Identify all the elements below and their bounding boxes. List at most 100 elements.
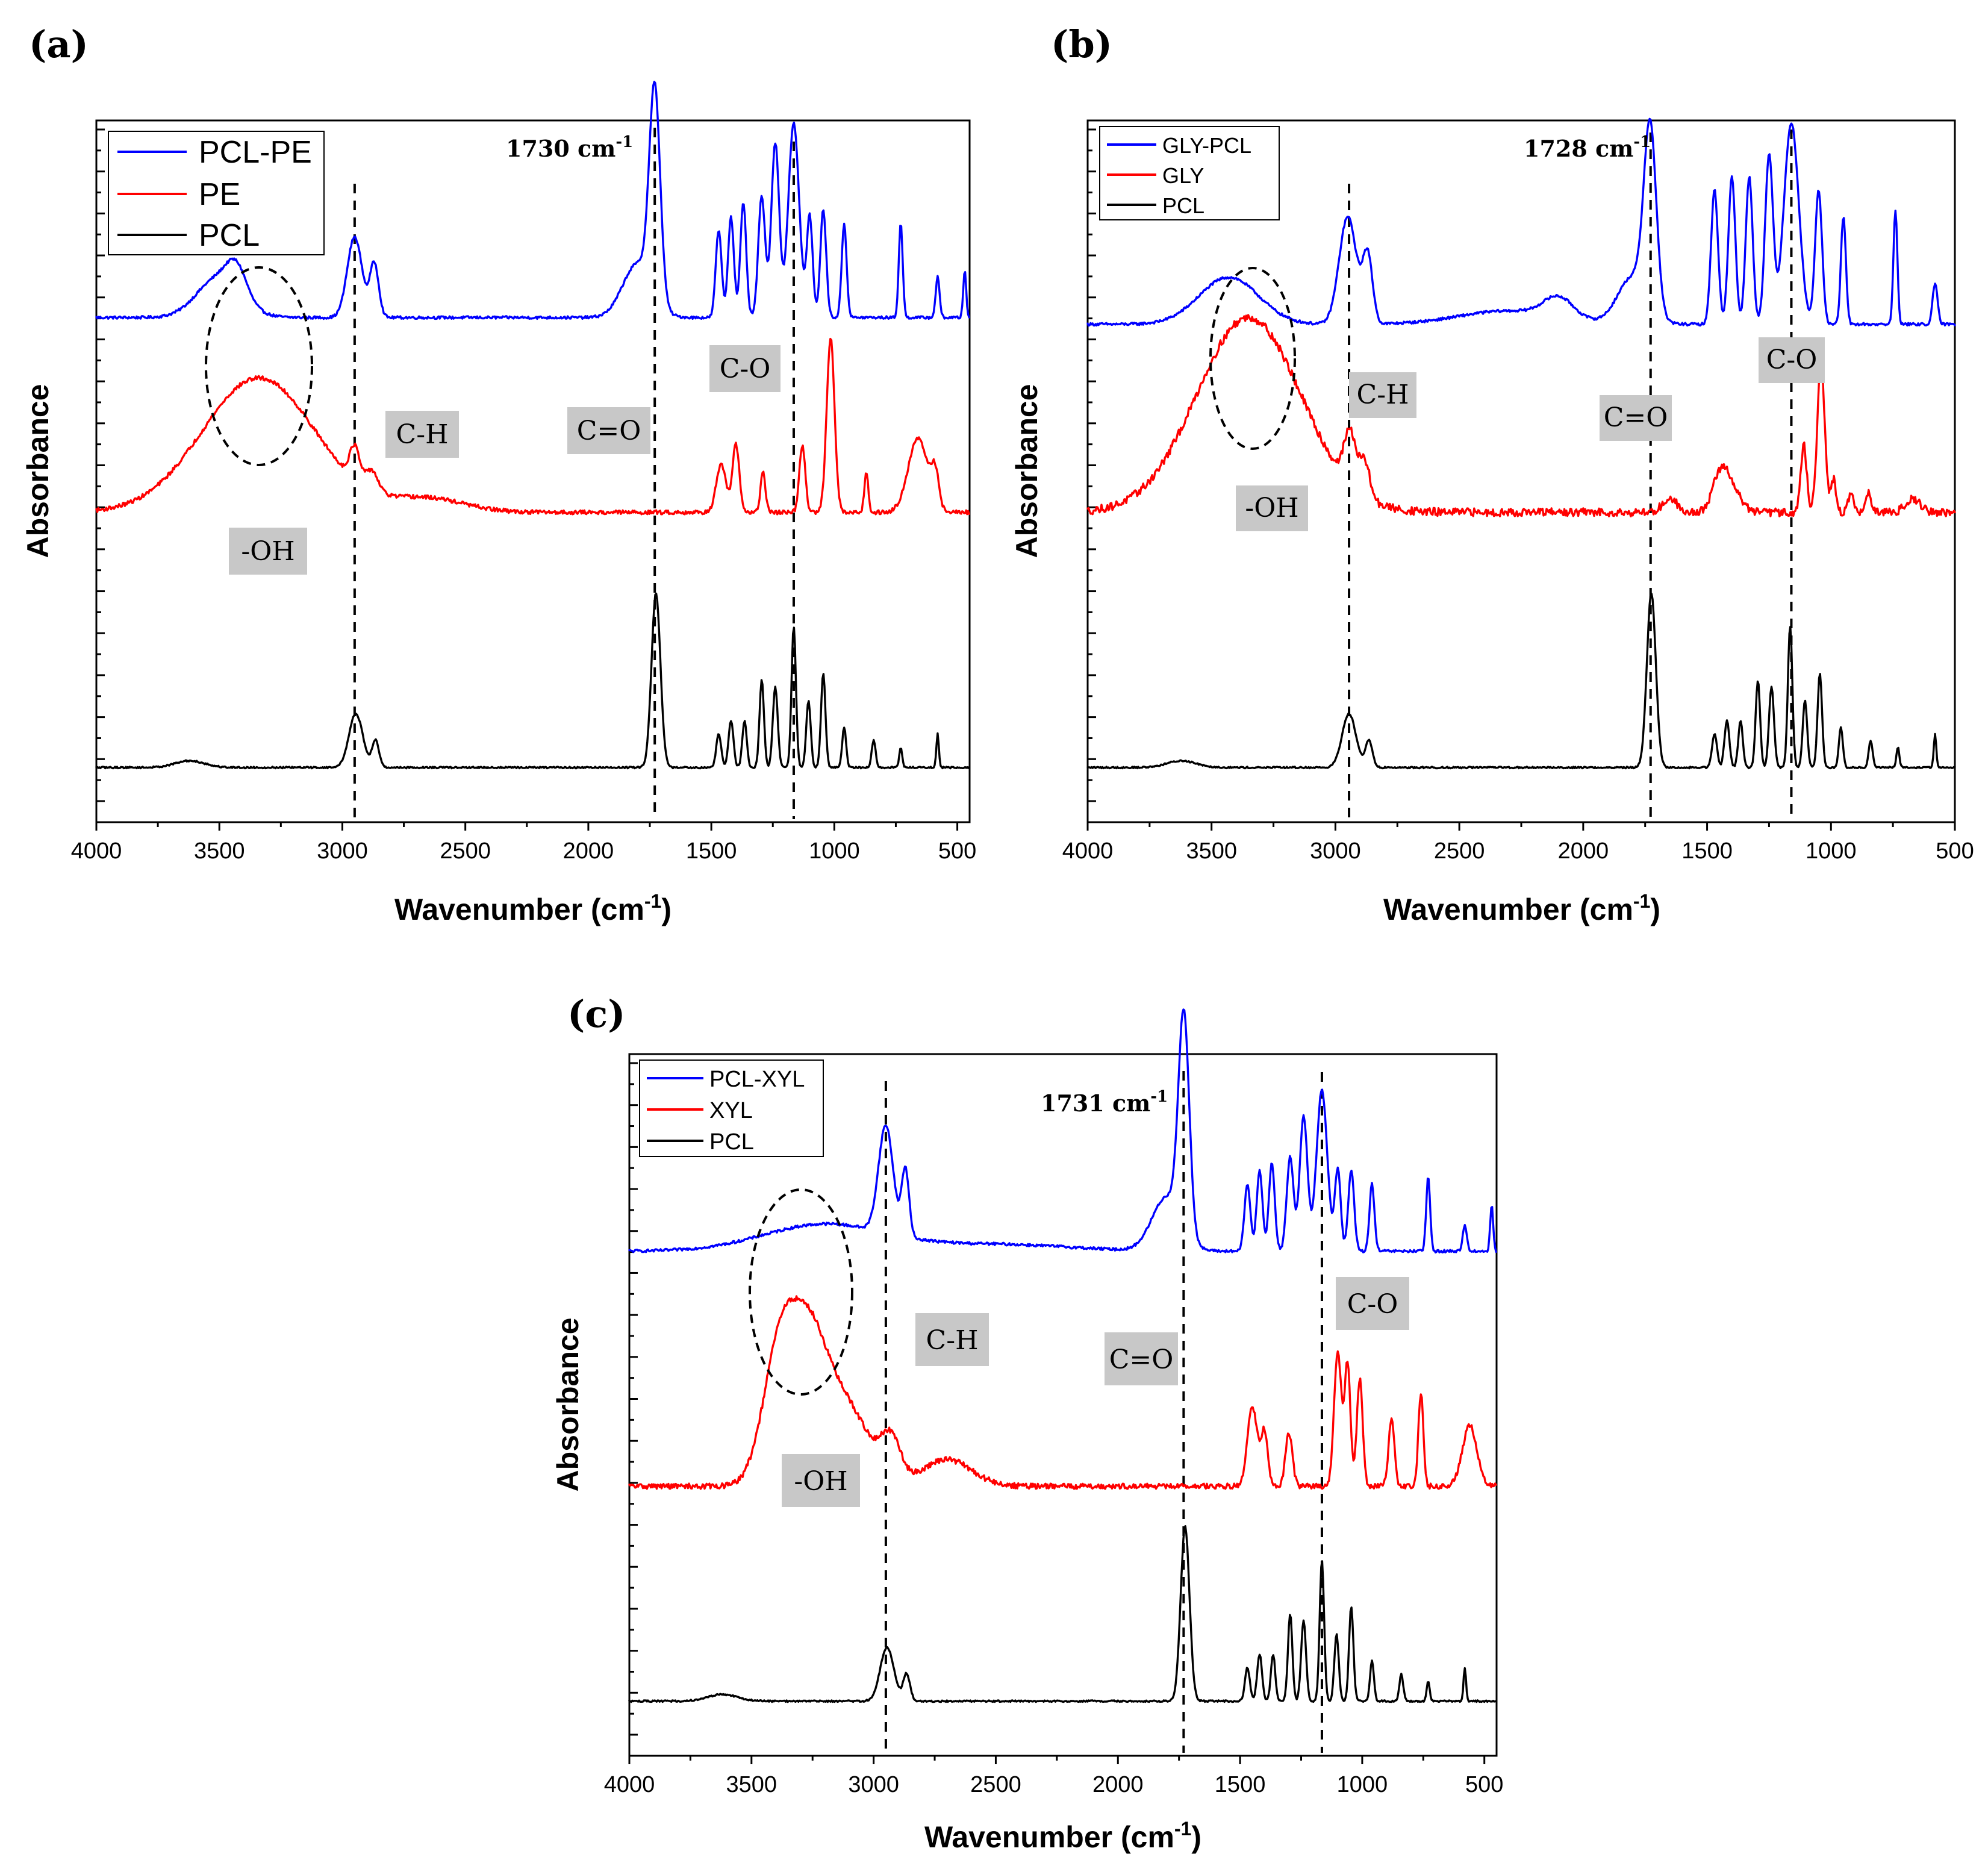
peak-annotation: 1728 cm-1: [1524, 133, 1651, 162]
peak-annotation: 1731 cm-1: [1041, 1088, 1168, 1117]
band-label-co-double: C=O: [567, 407, 650, 454]
legend: GLY-PCL GLY PCL: [1099, 126, 1280, 220]
x-tick-label: 2500: [440, 838, 491, 864]
band-label-co-double: C=O: [1105, 1332, 1178, 1385]
x-tick-label: 1000: [1806, 838, 1857, 864]
band-label-ch: C-H: [1349, 372, 1416, 418]
x-axis-title: Wavenumber (cm-1): [1383, 890, 1660, 926]
legend-label-pe: PE: [199, 177, 240, 212]
plot-frame: [628, 1053, 1498, 1757]
x-axis-title: Wavenumber (cm-1): [394, 890, 671, 926]
legend: PCL-PE PE PCL: [108, 131, 325, 255]
band-label-co-double: C=O: [1600, 395, 1672, 441]
spectrum-pcl: [95, 592, 970, 770]
legend: PCL-XYL XYL PCL: [639, 1059, 824, 1157]
panel-a: (a) 4000 3500 3000 2500 2000 1500 1000 500 PCL-…: [21, 22, 976, 926]
spectrum-pcl: [1086, 593, 1956, 770]
band-label-ch: C-H: [385, 411, 459, 458]
band-label-oh: -OH: [229, 528, 307, 575]
band-label-co-double-text: C=O: [1604, 402, 1668, 433]
x-tick-label: 500: [938, 838, 976, 864]
y-axis-title: Absorbance: [1010, 384, 1044, 558]
guide-lines: [1348, 130, 1793, 819]
x-tick-label: 3500: [726, 1772, 777, 1797]
x-tick-label: 2500: [1434, 838, 1485, 864]
panel-label: (b): [1051, 22, 1112, 66]
band-label-co-single: C-O: [709, 345, 781, 392]
legend-label-gly-pcl: GLY-PCL: [1162, 133, 1251, 158]
band-label-co-single-text: C-O: [720, 354, 771, 384]
x-tick-label: 3000: [848, 1772, 899, 1797]
spectrum-pcl: [628, 1525, 1497, 1703]
x-tick-label: 4000: [1062, 838, 1114, 864]
x-tick-label: 500: [1936, 838, 1974, 864]
band-label-co-single-text: C-O: [1766, 345, 1818, 375]
band-label-oh: -OH: [1236, 485, 1308, 531]
x-tick-label: 2000: [1092, 1772, 1144, 1797]
y-axis-title: Absorbance: [551, 1318, 585, 1492]
band-label-oh-text: -OH: [1245, 493, 1298, 523]
panel-label: (c): [567, 992, 625, 1036]
x-tick-label: 4000: [604, 1772, 655, 1797]
legend-label-pcl: PCL: [199, 218, 260, 253]
x-tick-label: 3500: [1186, 838, 1237, 864]
band-label-co-double-text: C=O: [577, 416, 641, 446]
band-label-oh-text: -OH: [241, 536, 294, 567]
x-tick-label: 1500: [686, 838, 737, 864]
oh-ellipse: [1209, 267, 1296, 450]
panel-label: (a): [29, 22, 89, 66]
spectrum-gly: [1086, 314, 1956, 517]
guide-lines: [353, 128, 795, 819]
panel-b: (b) 4000 3500 3000 2500 2000 1500 1000 500 GLY-…: [1010, 22, 1974, 926]
legend-label-pcl: PCL: [1162, 193, 1204, 218]
peak-annotation: 1730 cm-1: [506, 133, 633, 162]
x-tick-label: 1000: [1337, 1772, 1388, 1797]
x-tick-label: 3000: [1310, 838, 1361, 864]
x-tick-label: 500: [1465, 1772, 1503, 1797]
x-tick-label: 2500: [970, 1772, 1021, 1797]
band-label-oh-text: -OH: [794, 1466, 847, 1497]
legend-label-pcl-pe: PCL-PE: [199, 135, 312, 170]
legend-label-pcl-xyl: PCL-XYL: [709, 1067, 805, 1092]
x-axis-ticks: 4000 3500 3000 2500 2000 1500 1000 500: [1062, 822, 1974, 864]
legend-label-gly: GLY: [1162, 163, 1204, 188]
plot-frame: [95, 119, 971, 823]
x-tick-label: 2000: [563, 838, 614, 864]
spectrum-pe: [95, 337, 970, 516]
y-axis-ticks: [629, 1062, 638, 1736]
oh-ellipse: [749, 1188, 853, 1396]
band-label-ch-text: C-H: [926, 1325, 979, 1356]
spectrum-xyl: [628, 1295, 1497, 1490]
spectrum-gly-pcl: [1086, 117, 1956, 327]
y-axis-ticks: [96, 128, 105, 802]
x-tick-label: 2000: [1558, 838, 1609, 864]
plot-frame: [1086, 119, 1956, 823]
x-tick-label: 4000: [71, 838, 122, 864]
guide-lines: [884, 1071, 1323, 1753]
legend-label-pcl: PCL: [709, 1129, 754, 1155]
spectra: [1086, 117, 1956, 770]
legend-label-xyl: XYL: [709, 1098, 753, 1123]
panel-c: (c) 4000 3500 3000 2500 2000 1500 1000 500 PCL-…: [551, 992, 1503, 1854]
band-label-co-double-text: C=O: [1109, 1344, 1174, 1375]
x-tick-label: 3000: [317, 838, 368, 864]
spectrum-pcl-xyl: [628, 1008, 1497, 1253]
x-tick-label: 1500: [1681, 838, 1733, 864]
spectra: [628, 1008, 1497, 1703]
band-label-co-single: C-O: [1336, 1277, 1409, 1330]
x-tick-label: 1500: [1215, 1772, 1266, 1797]
x-axis-title: Wavenumber (cm-1): [924, 1818, 1201, 1854]
y-axis-title: Absorbance: [21, 384, 55, 558]
x-tick-label: 1000: [809, 838, 860, 864]
x-axis-ticks: 4000 3500 3000 2500 2000 1500 1000 500: [71, 822, 976, 864]
x-tick-label: 3500: [194, 838, 245, 864]
band-label-ch-text: C-H: [1357, 379, 1409, 410]
band-label-co-single: C-O: [1759, 337, 1825, 383]
y-axis-ticks: [1088, 128, 1096, 802]
band-label-oh: -OH: [782, 1454, 860, 1507]
x-axis-ticks: 4000 3500 3000 2500 2000 1500 1000 500: [604, 1756, 1503, 1797]
band-label-ch-text: C-H: [396, 419, 449, 450]
spectra: [95, 81, 970, 770]
band-label-ch: C-H: [915, 1313, 989, 1366]
